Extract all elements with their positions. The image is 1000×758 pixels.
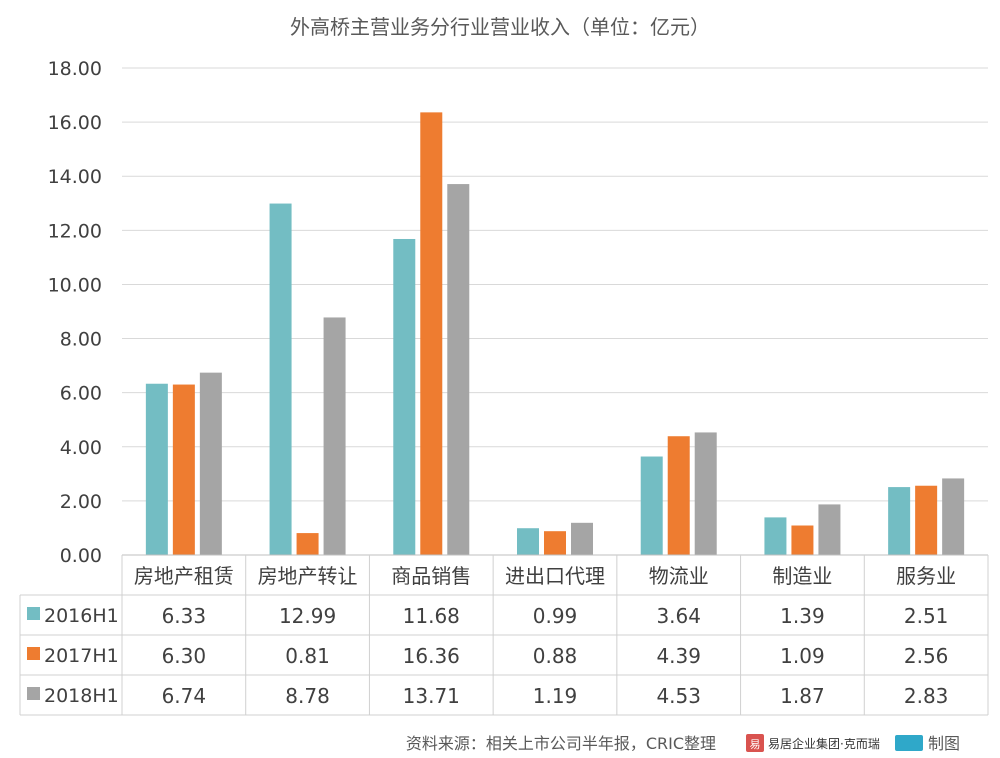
y-tick-label: 0.00 bbox=[60, 545, 102, 567]
y-tick-label: 8.00 bbox=[60, 329, 102, 351]
x-tick-label: 房地产租赁 bbox=[134, 564, 234, 588]
data-label: 6.33 bbox=[162, 604, 207, 628]
bar bbox=[544, 531, 566, 555]
y-tick-label: 12.00 bbox=[48, 220, 102, 242]
legend-swatch bbox=[27, 607, 40, 620]
data-table: 房地产租赁 房地产转让 商品销售 进出口代理 物流业 制造业 服务业 2016H1 6.33 12… bbox=[19, 554, 989, 716]
svg-text:易: 易 bbox=[750, 738, 761, 751]
y-tick-label: 16.00 bbox=[48, 112, 102, 134]
source-note: 资料来源：相关上市公司半年报，CRIC整理 bbox=[406, 734, 716, 753]
bar bbox=[447, 184, 470, 555]
cric-logo: 易 易居企业集团·克而瑞 bbox=[746, 734, 923, 752]
bar bbox=[323, 317, 346, 555]
made-label: 制图 bbox=[928, 734, 960, 753]
bar bbox=[296, 533, 319, 555]
legend-swatch bbox=[27, 647, 40, 660]
data-label: 1.09 bbox=[780, 644, 825, 668]
data-label: 0.99 bbox=[533, 604, 578, 628]
legend-label: 2018H1 bbox=[44, 685, 119, 707]
data-label: 6.30 bbox=[162, 644, 207, 668]
bar bbox=[915, 485, 938, 555]
x-tick-label: 服务业 bbox=[896, 564, 956, 588]
data-label: 13.71 bbox=[403, 684, 460, 708]
x-tick-label: 制造业 bbox=[772, 564, 832, 588]
bar bbox=[420, 112, 443, 556]
bar bbox=[571, 522, 593, 555]
bar bbox=[172, 384, 195, 555]
data-label: 4.39 bbox=[656, 644, 701, 668]
gridlines bbox=[122, 67, 988, 502]
bar bbox=[667, 436, 690, 555]
y-tick-label: 10.00 bbox=[48, 274, 102, 296]
bar bbox=[791, 525, 814, 555]
data-label: 0.81 bbox=[285, 644, 330, 668]
bar bbox=[199, 372, 222, 555]
data-label: 2.56 bbox=[904, 644, 949, 668]
data-label: 8.78 bbox=[285, 684, 330, 708]
logo-text: 易居企业集团·克而瑞 bbox=[768, 736, 880, 751]
data-label: 1.19 bbox=[533, 684, 578, 708]
y-axis: 0.00 2.00 4.00 6.00 8.00 10.00 12.00 14.00 16.00… bbox=[48, 58, 102, 567]
data-label: 1.39 bbox=[780, 604, 825, 628]
legend-swatch bbox=[27, 687, 40, 700]
legend-label: 2017H1 bbox=[44, 645, 119, 667]
bar bbox=[818, 504, 841, 555]
data-label: 6.74 bbox=[162, 684, 207, 708]
bar bbox=[640, 456, 663, 555]
data-label: 3.64 bbox=[656, 604, 701, 628]
bar bbox=[517, 528, 539, 555]
bar bbox=[764, 517, 787, 555]
data-label: 2.51 bbox=[904, 604, 949, 628]
data-label: 12.99 bbox=[279, 604, 336, 628]
data-label: 4.53 bbox=[656, 684, 701, 708]
bar bbox=[694, 432, 717, 555]
bar bbox=[269, 203, 292, 555]
bar bbox=[942, 478, 965, 555]
legend-label: 2016H1 bbox=[44, 605, 119, 627]
footer: 资料来源：相关上市公司半年报，CRIC整理 易 易居企业集团·克而瑞 制图 bbox=[406, 734, 960, 753]
x-tick-label: 房地产转让 bbox=[258, 564, 358, 588]
bars bbox=[145, 112, 965, 556]
bar bbox=[145, 383, 168, 555]
chart-title: 外高桥主营业务分行业营业收入（单位：亿元） bbox=[290, 15, 710, 39]
y-tick-label: 14.00 bbox=[48, 166, 102, 188]
data-label: 0.88 bbox=[533, 644, 578, 668]
x-tick-label: 进出口代理 bbox=[505, 564, 605, 588]
data-label: 11.68 bbox=[403, 604, 460, 628]
data-label: 16.36 bbox=[403, 644, 460, 668]
data-label: 2.83 bbox=[904, 684, 949, 708]
y-tick-label: 18.00 bbox=[48, 58, 102, 80]
x-tick-label: 物流业 bbox=[649, 564, 709, 588]
bar bbox=[888, 487, 911, 555]
data-label: 1.87 bbox=[780, 684, 825, 708]
bar bbox=[393, 238, 416, 556]
y-tick-label: 2.00 bbox=[60, 491, 102, 513]
y-tick-label: 4.00 bbox=[60, 437, 102, 459]
x-tick-label: 商品销售 bbox=[391, 564, 471, 588]
y-tick-label: 6.00 bbox=[60, 383, 102, 405]
